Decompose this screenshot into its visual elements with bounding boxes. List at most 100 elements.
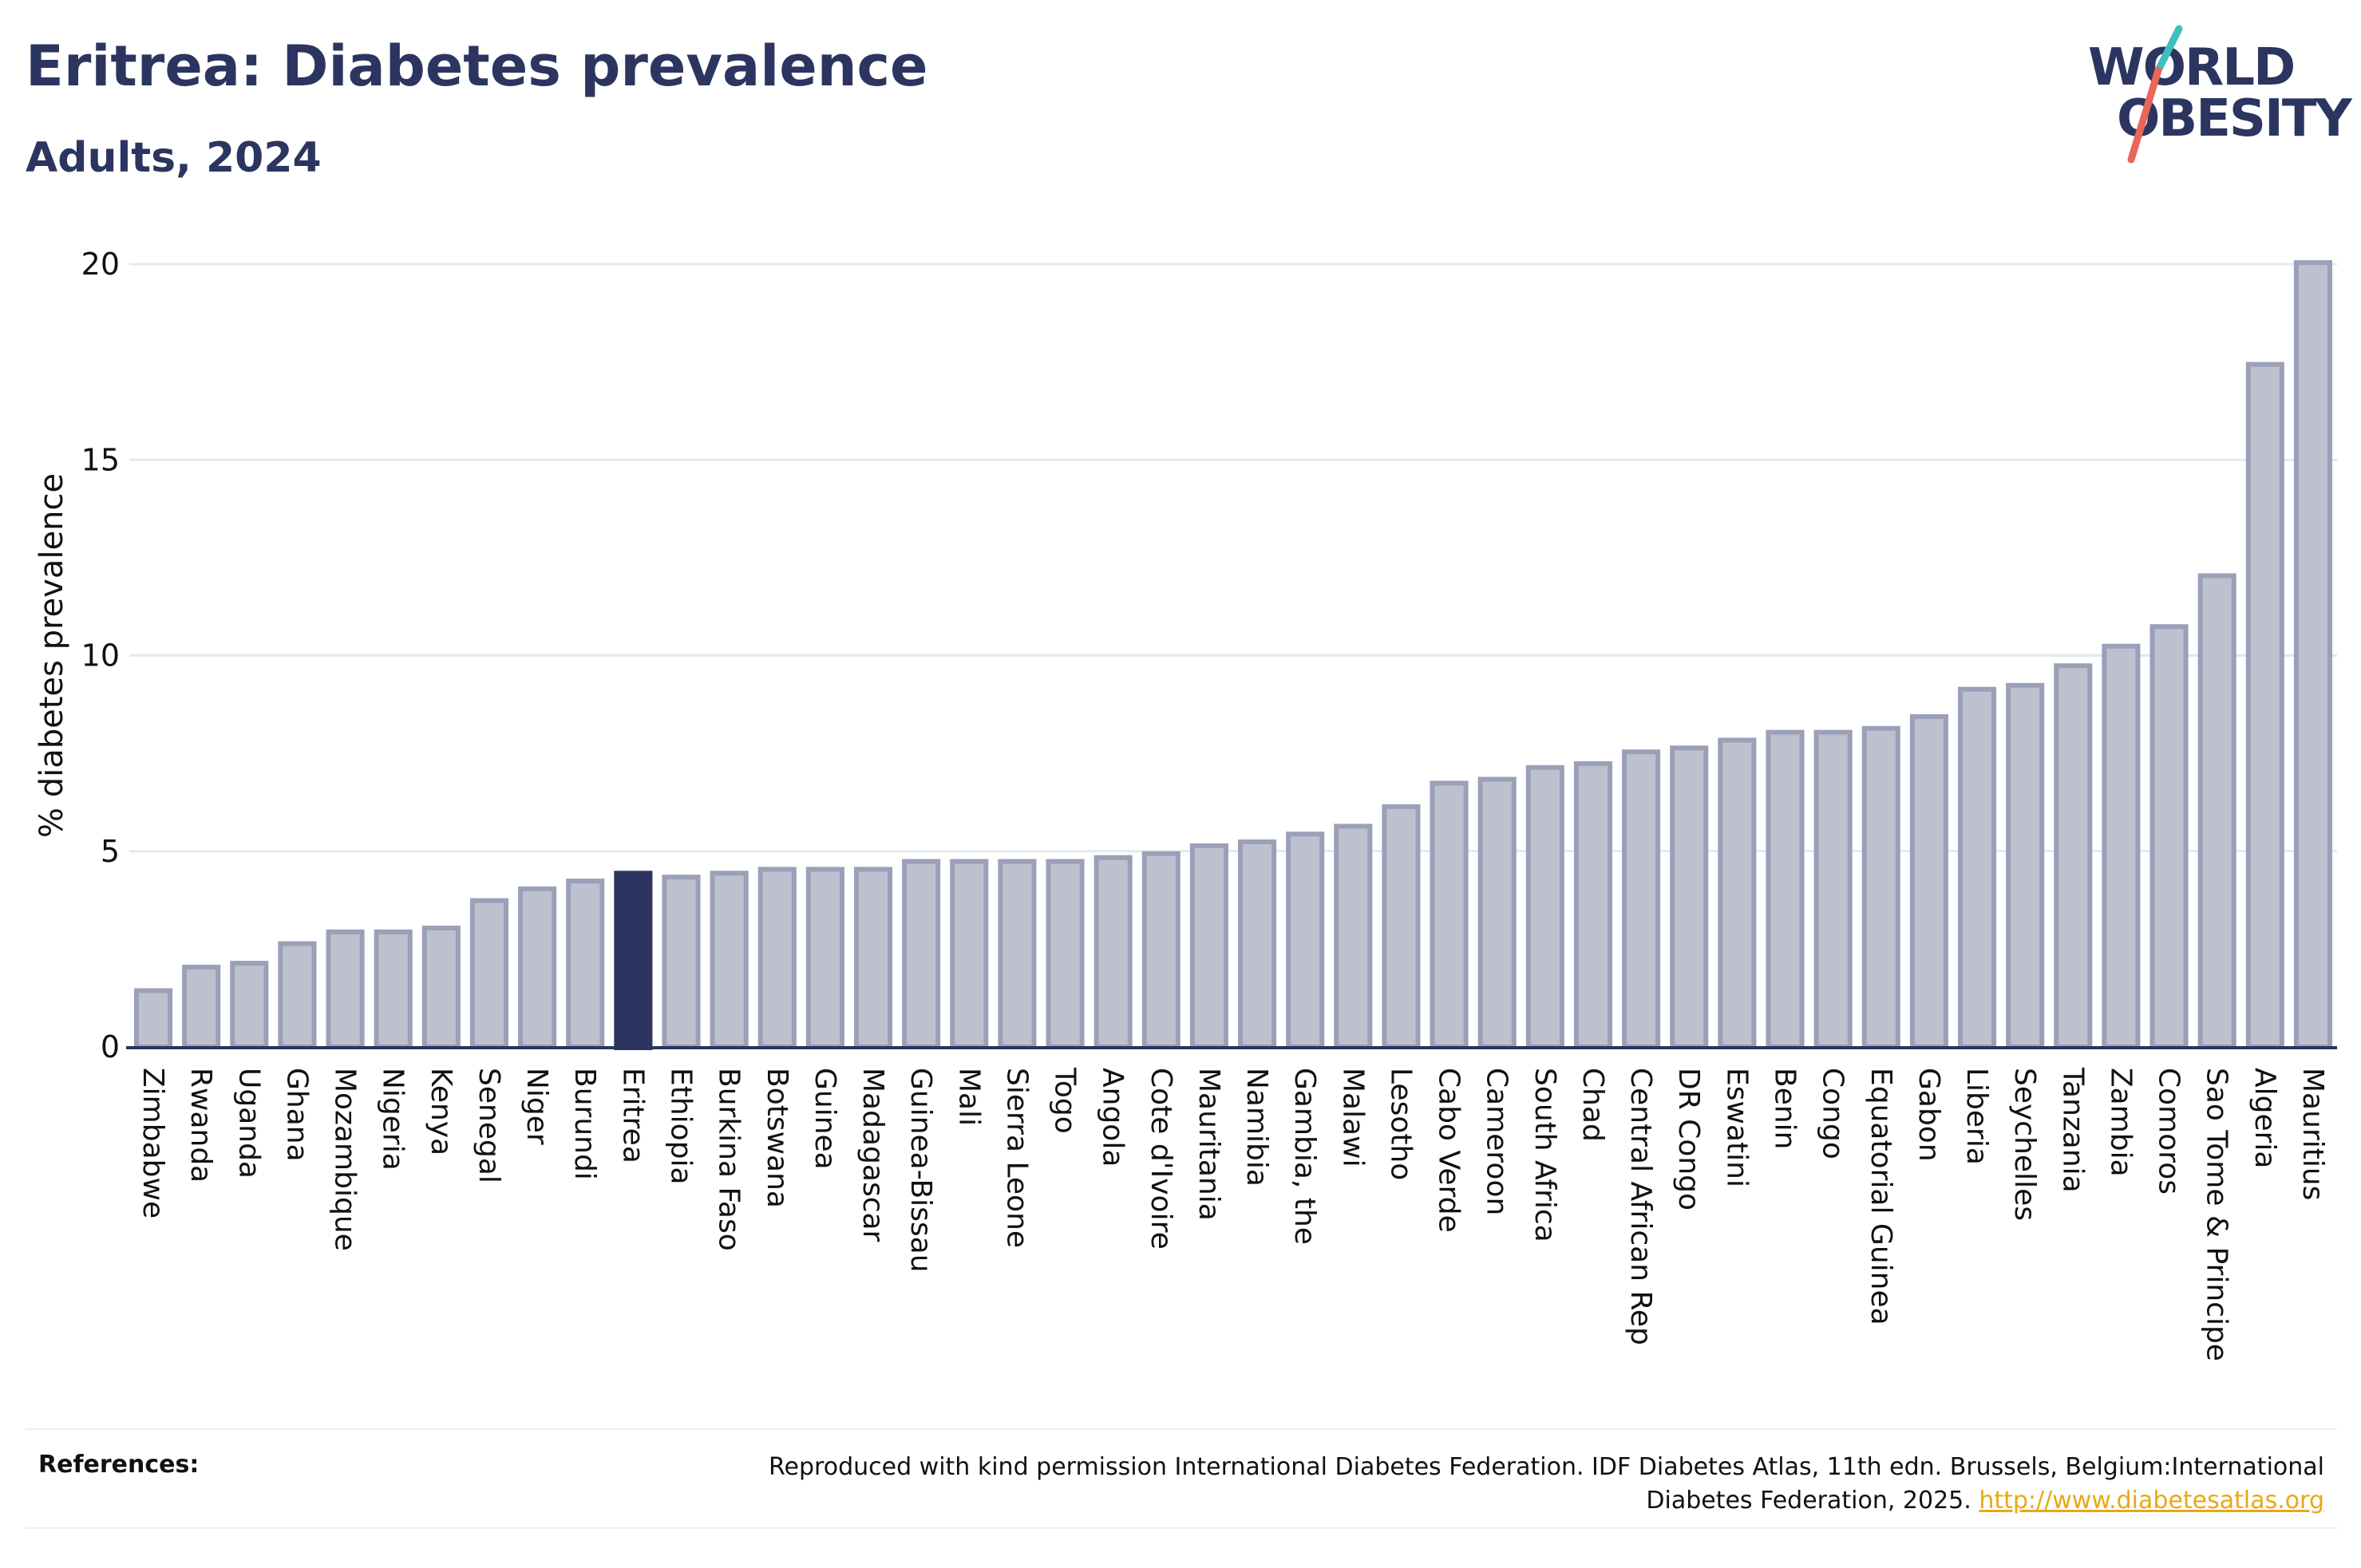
y-tick-label: 0 bbox=[101, 1029, 120, 1064]
x-tick-label: Central African Rep bbox=[1624, 1068, 1657, 1345]
grid-lines bbox=[129, 263, 2337, 853]
bar bbox=[902, 859, 941, 1050]
x-tick-label: Gabon bbox=[1912, 1068, 1945, 1162]
bar bbox=[182, 964, 221, 1049]
x-tick-label: Cabo Verde bbox=[1433, 1068, 1465, 1233]
bar bbox=[805, 867, 844, 1049]
x-tick-label: Mali bbox=[952, 1068, 985, 1126]
x-tick-label: Uganda bbox=[232, 1068, 265, 1179]
x-tick-label: Kenya bbox=[425, 1068, 457, 1155]
x-tick-label: Mauritania bbox=[1192, 1068, 1225, 1221]
bar bbox=[1909, 714, 1948, 1049]
bar bbox=[134, 988, 173, 1050]
chart-subtitle: Adults, 2024 bbox=[26, 134, 322, 182]
y-tick-label: 10 bbox=[81, 638, 120, 673]
logo-word-world: WORLD bbox=[2088, 38, 2296, 97]
y-tick-label: 5 bbox=[101, 834, 120, 869]
bar bbox=[1334, 823, 1373, 1050]
x-tick-label: Ethiopia bbox=[665, 1068, 698, 1185]
bar bbox=[1813, 729, 1853, 1049]
x-tick-label: Comoros bbox=[2153, 1068, 2185, 1195]
bar bbox=[1238, 839, 1277, 1050]
x-tick-label: Zimbabwe bbox=[136, 1068, 169, 1218]
y-tick-label: 15 bbox=[81, 442, 120, 477]
x-tick-label: Angola bbox=[1097, 1068, 1129, 1167]
x-tick-label: Malawi bbox=[1336, 1068, 1369, 1167]
bar bbox=[2054, 663, 2093, 1049]
x-tick-label: Senegal bbox=[473, 1068, 505, 1183]
bar bbox=[1766, 729, 1805, 1049]
bar bbox=[230, 961, 269, 1049]
x-tick-label: Congo bbox=[1817, 1068, 1849, 1159]
x-tick-label: Botswana bbox=[761, 1068, 793, 1208]
bar bbox=[1430, 780, 1469, 1050]
bar bbox=[853, 867, 893, 1049]
bar bbox=[710, 871, 749, 1050]
logo-slash-icon bbox=[2127, 25, 2183, 164]
x-tick-label: Rwanda bbox=[184, 1068, 217, 1183]
references-panel: References: Reproduced with kind permiss… bbox=[26, 1428, 2337, 1529]
x-tick-label: Liberia bbox=[1960, 1068, 1993, 1165]
chart-title: Eritrea: Diabetes prevalence bbox=[26, 34, 928, 99]
x-tick-label: Tanzania bbox=[2056, 1067, 2089, 1193]
references-text: Reproduced with kind permission Internat… bbox=[688, 1451, 2324, 1518]
bar bbox=[1189, 843, 1228, 1049]
bar bbox=[1957, 686, 1997, 1049]
x-tick-label: Nigeria bbox=[377, 1068, 409, 1171]
x-tick-label: Zambia bbox=[2104, 1068, 2137, 1177]
x-tick-label: Equatorial Guinea bbox=[1865, 1068, 1897, 1325]
bar bbox=[2197, 573, 2236, 1049]
axes: 0 5 10 15 20 % diabetes prevalence Zimbabwe Rwa… bbox=[34, 247, 2337, 1361]
x-tick-label: Guinea bbox=[809, 1068, 841, 1170]
bar bbox=[469, 898, 509, 1049]
bar bbox=[518, 886, 557, 1050]
bar bbox=[1093, 855, 1133, 1050]
bar bbox=[326, 929, 365, 1049]
world-obesity-logo: WORLD OBESITY bbox=[2075, 24, 2352, 176]
diabetes-atlas-link[interactable]: http://www.diabetesatlas.org bbox=[1979, 1487, 2324, 1515]
x-tick-label: Sao Tome & Principe bbox=[2201, 1068, 2233, 1361]
x-tick-label: Seychelles bbox=[2008, 1068, 2041, 1221]
y-tick-label: 20 bbox=[81, 247, 120, 282]
x-tick-label: Guinea-Bissau bbox=[904, 1068, 937, 1273]
bar bbox=[950, 859, 989, 1050]
x-tick-label: Benin bbox=[1769, 1068, 1801, 1149]
bar bbox=[1286, 831, 1325, 1049]
bar bbox=[1046, 859, 1085, 1050]
bar bbox=[662, 875, 701, 1050]
bar bbox=[1477, 776, 1517, 1049]
bar bbox=[566, 879, 605, 1049]
bar bbox=[2006, 682, 2045, 1050]
x-tick-label: Chad bbox=[1576, 1068, 1609, 1142]
x-tick-label: DR Congo bbox=[1672, 1068, 1705, 1211]
bar bbox=[2102, 643, 2141, 1049]
bar bbox=[1382, 804, 1421, 1049]
x-tick-label: Namibia bbox=[1240, 1068, 1273, 1187]
x-tick-label: Algeria bbox=[2248, 1068, 2281, 1169]
x-tick-label: Mozambique bbox=[329, 1068, 362, 1251]
x-tick-label: Madagascar bbox=[856, 1068, 889, 1242]
bar bbox=[1622, 749, 1661, 1049]
references-citation: Reproduced with kind permission Internat… bbox=[769, 1453, 2324, 1515]
bar bbox=[998, 859, 1037, 1050]
bar bbox=[421, 925, 461, 1049]
bar-chart: 0 5 10 15 20 % diabetes prevalence Zimbabwe Rwa… bbox=[34, 247, 2337, 1361]
bar bbox=[1718, 737, 1757, 1049]
x-tick-label: Cameroon bbox=[1481, 1068, 1513, 1215]
y-axis-title: % diabetes prevalence bbox=[34, 473, 70, 838]
x-tick-label: Gambia, the bbox=[1288, 1068, 1321, 1245]
x-tick-label: Lesotho bbox=[1384, 1068, 1417, 1180]
x-tick-label: Mauritius bbox=[2296, 1068, 2329, 1200]
x-tick-label: Eritrea bbox=[616, 1068, 649, 1163]
x-tick-label: Ghana bbox=[280, 1068, 313, 1162]
x-tick-label: Burundi bbox=[568, 1068, 601, 1180]
bar bbox=[1670, 745, 1709, 1049]
bar bbox=[1573, 760, 1613, 1049]
bar bbox=[757, 867, 797, 1049]
logo-word-obesity: OBESITY bbox=[2117, 89, 2352, 148]
bar bbox=[1525, 764, 1564, 1050]
x-tick-label: Cote d'Ivoire bbox=[1145, 1068, 1177, 1250]
x-tick-label: Sierra Leone bbox=[1000, 1068, 1033, 1248]
bar bbox=[2245, 361, 2284, 1049]
x-tick-label: Togo bbox=[1049, 1067, 1082, 1134]
